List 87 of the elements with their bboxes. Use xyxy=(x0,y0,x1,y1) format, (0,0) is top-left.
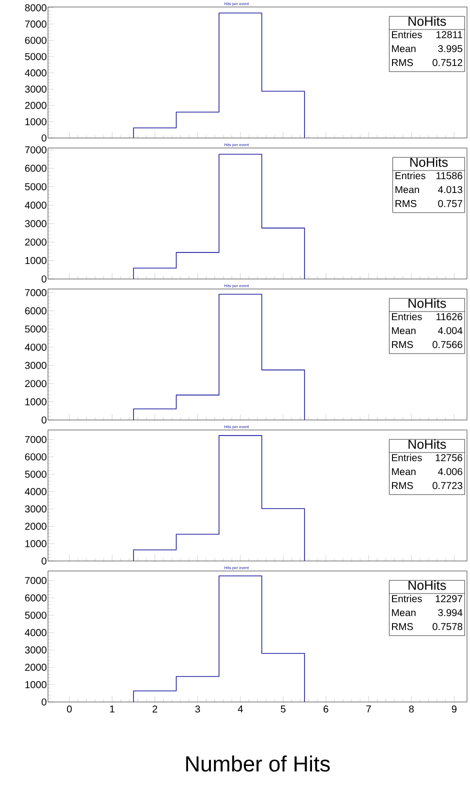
y-tick-label: 4000 xyxy=(24,69,46,76)
annotation: NoHits xyxy=(408,298,446,308)
x-tick-label: 8 xyxy=(409,706,414,713)
x-tick-label: 2 xyxy=(152,706,158,712)
annotation: 12756 xyxy=(436,454,462,462)
annotation: 3.994 xyxy=(438,609,462,616)
y-tick-label: 0 xyxy=(42,275,46,283)
y-tick-label: 0 xyxy=(42,557,46,565)
annotation: 12297 xyxy=(436,595,462,602)
y-tick-label: 3000 xyxy=(25,646,46,654)
y-tick-label: 6000 xyxy=(25,453,46,460)
y-tick-label: 1000 xyxy=(25,118,46,126)
y-tick-label: 5000 xyxy=(25,470,46,478)
y-tick-label: 5000 xyxy=(25,326,46,333)
annotation: 3.995 xyxy=(438,45,462,52)
y-tick-label: 8000 xyxy=(25,4,46,12)
annotation: RMS xyxy=(396,200,416,208)
y-tick-label: 7000 xyxy=(25,436,46,444)
annotation: 0.7566 xyxy=(432,341,462,348)
y-tick-label: 7000 xyxy=(25,20,46,28)
y-tick-label: 3000 xyxy=(25,86,46,93)
annotation: RMS xyxy=(392,341,413,348)
annotation: Entries xyxy=(392,594,422,602)
y-tick-label: 5000 xyxy=(25,53,46,60)
x-tick-label: 1 xyxy=(110,706,114,712)
annotation: Entries xyxy=(396,172,426,180)
annotation: 4.013 xyxy=(438,186,462,194)
annotation: 4.004 xyxy=(438,327,462,334)
annotation: Entries xyxy=(392,312,422,320)
annotation: NoHits xyxy=(408,439,446,449)
y-tick-label: 3000 xyxy=(25,505,46,512)
annotation: Mean xyxy=(396,186,419,194)
y-tick-label: 4000 xyxy=(24,488,46,496)
y-tick-label: 6000 xyxy=(25,594,46,602)
x-tick-label: 9 xyxy=(452,706,456,713)
annotation: NoHits xyxy=(410,157,448,167)
y-tick-label: 0 xyxy=(42,416,46,424)
annotation: Mean xyxy=(392,609,416,616)
y-tick-label: 2000 xyxy=(25,102,46,109)
annotation: Entries xyxy=(392,454,422,462)
y-tick-label: 2000 xyxy=(25,380,46,388)
x-tick-label: 6 xyxy=(324,706,328,713)
y-tick-label: 5000 xyxy=(25,612,46,619)
annotation: 11626 xyxy=(436,313,462,320)
y-tick-label: 6000 xyxy=(25,164,46,172)
y-tick-label: 7000 xyxy=(25,577,46,584)
annotation: 0.7512 xyxy=(432,59,462,66)
y-tick-label: 7000 xyxy=(25,289,46,296)
x-tick-label: 7 xyxy=(366,706,371,712)
annotation: 11586 xyxy=(436,172,462,180)
annotation: Entries xyxy=(392,30,422,38)
annotation: 0.7723 xyxy=(432,482,462,490)
annotation: Mean xyxy=(392,468,416,476)
annotation: Mean xyxy=(392,45,416,52)
annotation: RMS xyxy=(392,623,413,630)
y-tick-label: 1000 xyxy=(25,398,46,406)
y-tick-label: 2000 xyxy=(25,664,46,671)
x-axis-title: Number of Hits xyxy=(186,756,330,772)
x-tick-label: 4 xyxy=(238,706,243,712)
annotation: 12811 xyxy=(436,31,462,38)
annotation: 4.006 xyxy=(438,468,462,476)
x-tick-label: 0 xyxy=(66,706,72,713)
y-tick-label: 2000 xyxy=(25,238,46,246)
y-tick-label: 1000 xyxy=(25,257,46,264)
y-tick-label: 1000 xyxy=(25,540,46,548)
y-tick-label: 6000 xyxy=(25,36,46,44)
y-tick-label: 0 xyxy=(42,134,46,142)
annotation: 0.757 xyxy=(438,200,462,208)
y-tick-label: 4000 xyxy=(24,344,46,351)
y-tick-label: 0 xyxy=(42,698,46,706)
y-tick-label: 3000 xyxy=(25,220,46,228)
y-tick-label: 1000 xyxy=(25,681,46,688)
y-tick-label: 4000 xyxy=(24,202,46,209)
annotation: 0.7578 xyxy=(432,623,462,630)
x-tick-label: 3 xyxy=(195,706,200,713)
annotation: RMS xyxy=(392,59,413,66)
y-tick-label: 3000 xyxy=(25,362,46,369)
y-tick-label: 5000 xyxy=(25,183,46,190)
y-tick-label: 6000 xyxy=(25,307,46,314)
annotation: NoHits xyxy=(408,580,446,590)
annotation: RMS xyxy=(392,482,413,490)
annotation: NoHits xyxy=(408,16,446,26)
annotation: Mean xyxy=(392,327,416,334)
y-tick-label: 2000 xyxy=(25,522,46,530)
x-tick-label: 5 xyxy=(280,706,286,712)
y-tick-label: 4000 xyxy=(24,629,46,636)
y-tick-label: 7000 xyxy=(25,146,46,154)
